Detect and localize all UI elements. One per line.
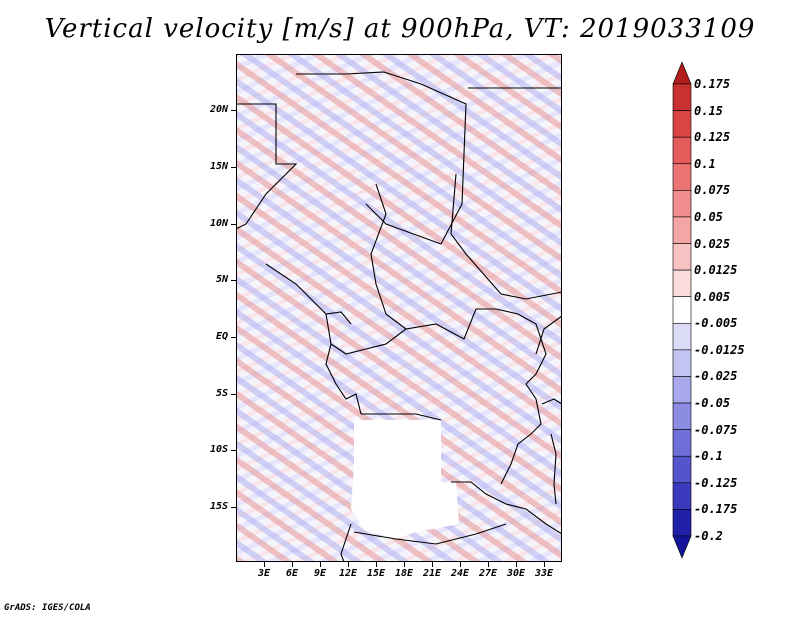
colorbar-label: -0.025 [694, 369, 738, 384]
border-libya-chad [296, 71, 467, 245]
lat-label: EQ [215, 331, 228, 342]
lon-tick [376, 562, 377, 567]
lon-label: 9E [313, 568, 327, 579]
colorbar-label: 0.075 [694, 183, 731, 198]
colorbar-cell [672, 163, 692, 191]
colorbar-label: 0.005 [694, 289, 731, 304]
colorbar-label: -0.125 [694, 475, 738, 490]
colorbar-cell [672, 216, 692, 244]
border-congo-north [325, 313, 407, 355]
lat-label: 15S [209, 501, 228, 512]
colorbar-cell [672, 83, 692, 111]
lon-tick [460, 562, 461, 567]
lat-tick [231, 224, 236, 225]
lat-tick [231, 110, 236, 111]
lat-label: 20N [209, 104, 228, 115]
colorbar-label: -0.075 [694, 422, 738, 437]
colorbar-label: -0.1 [694, 449, 723, 464]
angola-interior-region [351, 420, 459, 539]
colorbar-label: 0.125 [694, 130, 731, 145]
border-zambia [451, 481, 562, 535]
colorbar-label: 0.15 [694, 103, 723, 118]
colorbar-label: -0.005 [694, 316, 738, 331]
colorbar-cell [672, 110, 692, 138]
map-title: Vertical velocity [m/s] at 900hPa, VT: 2… [44, 14, 756, 44]
border-sudan-south [450, 173, 562, 300]
lon-tick [488, 562, 489, 567]
lat-tick [231, 450, 236, 451]
lon-label: 3E [257, 568, 271, 579]
lat-tick [231, 337, 236, 338]
border-namibia-coast [340, 523, 352, 562]
border-west-sahara [236, 103, 298, 230]
border-drc-angola [361, 413, 442, 421]
lon-label: 24E [450, 568, 470, 579]
lat-label: 5N [215, 274, 228, 285]
lat-label: 10S [209, 444, 228, 455]
border-chad-car [370, 183, 477, 340]
colorbar-label: -0.05 [694, 396, 731, 411]
velocity-map [236, 54, 562, 562]
colorbar-cell [672, 296, 692, 324]
border-lake-region [500, 383, 542, 485]
lon-label: 6E [285, 568, 299, 579]
colorbar-label: 0.175 [694, 77, 731, 91]
lon-tick [348, 562, 349, 567]
colorbar-cell [672, 429, 692, 457]
border-lake-victoria [541, 398, 562, 405]
border-lake-tanganyika [550, 433, 557, 505]
colorbar-cell [672, 190, 692, 218]
colorbar-cell [672, 509, 692, 537]
colorbar-label: 0.0125 [694, 263, 738, 278]
colorbar-cell [672, 136, 692, 165]
lon-label: 15E [366, 568, 386, 579]
colorbar-label: 0.025 [694, 236, 731, 251]
colorbar-cell [672, 482, 692, 510]
lon-tick [264, 562, 265, 567]
border-uganda-kenya [535, 315, 562, 355]
colorbar-cell [672, 243, 692, 271]
colorbar-cell [672, 376, 692, 404]
lon-tick [404, 562, 405, 567]
lon-label: 12E [338, 568, 358, 579]
lat-label: 10N [209, 218, 228, 229]
map-frame [236, 54, 562, 562]
country-borders [236, 71, 562, 562]
colorbar-label: -0.2 [694, 529, 723, 543]
colorbar-cell [672, 455, 692, 484]
lat-label: 5S [215, 388, 228, 399]
lat-tick [231, 394, 236, 395]
border-congo-west [325, 343, 362, 415]
border-drc-east [476, 308, 547, 385]
lon-tick [432, 562, 433, 567]
lon-label: 21E [422, 568, 442, 579]
colorbar-label: -0.0125 [694, 342, 745, 357]
grads-credit: GrADS: IGES/COLA [4, 603, 91, 613]
lon-label: 33E [534, 568, 554, 579]
lon-tick [544, 562, 545, 567]
lat-label: 15N [209, 161, 228, 172]
border-namibia [353, 523, 507, 545]
lon-tick [292, 562, 293, 567]
border-cameroon [265, 263, 352, 325]
colorbar-top-arrow [672, 61, 692, 85]
lat-tick [231, 280, 236, 281]
colorbar-bottom-arrow [672, 535, 692, 559]
colorbar [672, 61, 692, 559]
lon-tick [320, 562, 321, 567]
lon-tick [516, 562, 517, 567]
colorbar-cell [672, 349, 692, 377]
lat-tick [231, 507, 236, 508]
colorbar-label: 0.05 [694, 209, 723, 224]
lon-label: 18E [394, 568, 414, 579]
lon-label: 27E [478, 568, 498, 579]
lon-label: 30E [506, 568, 526, 579]
colorbar-cell [672, 322, 692, 351]
colorbar-cell [672, 402, 692, 430]
lat-tick [231, 167, 236, 168]
colorbar-label: 0.1 [694, 156, 716, 171]
colorbar-cell [672, 269, 692, 298]
colorbar-label: -0.175 [694, 502, 738, 517]
